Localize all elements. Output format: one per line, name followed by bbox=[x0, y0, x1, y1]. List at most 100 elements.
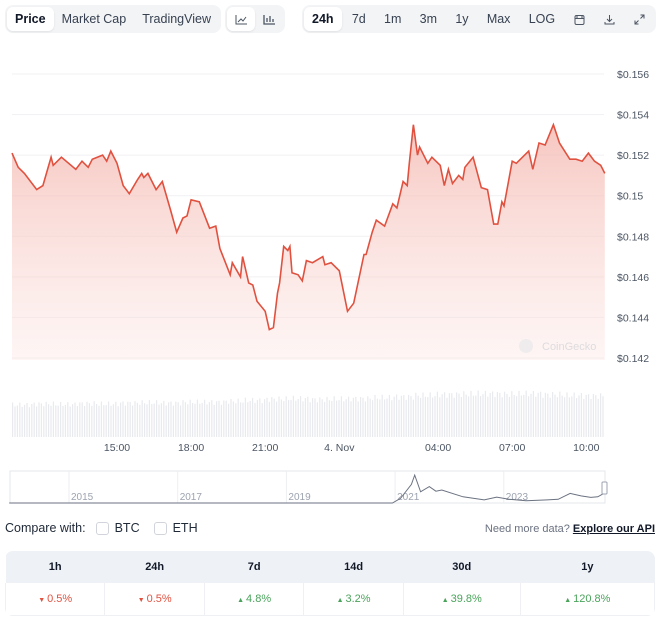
range-1m[interactable]: 1m bbox=[384, 12, 402, 26]
calendar-icon[interactable] bbox=[565, 7, 593, 31]
volume-bar bbox=[220, 404, 222, 437]
volume-bar bbox=[199, 403, 201, 437]
volume-bar bbox=[129, 402, 131, 437]
volume-bar bbox=[33, 402, 35, 437]
volume-bar bbox=[446, 397, 448, 437]
candlestick-chart-icon[interactable] bbox=[255, 7, 283, 31]
volume-bar bbox=[475, 395, 477, 437]
range-1y[interactable]: 1y bbox=[455, 12, 469, 26]
volume-bar bbox=[194, 403, 196, 437]
volume-bar bbox=[576, 398, 578, 437]
range-7d[interactable]: 7d bbox=[351, 12, 366, 26]
price-chart[interactable]: $0.142 $0.144 $0.146 $0.148 $0.15 $0.152 $0.15… bbox=[0, 0, 660, 510]
volume-bar bbox=[381, 394, 383, 437]
volume-bar bbox=[105, 405, 107, 437]
volume-bar bbox=[242, 402, 244, 437]
change-cell: ▼ 0.5% bbox=[104, 583, 205, 616]
volume-bar bbox=[153, 403, 155, 437]
compare-row: Compare with: BTC ETH bbox=[5, 521, 198, 535]
volume-bar bbox=[170, 401, 172, 437]
log-toggle[interactable]: LOG bbox=[528, 12, 556, 26]
volume-bar bbox=[580, 393, 582, 437]
volume-bar bbox=[136, 402, 138, 437]
volume-bar bbox=[297, 398, 299, 437]
volume-bar bbox=[196, 399, 198, 437]
volume-bar bbox=[468, 396, 470, 437]
volume-bar bbox=[189, 399, 191, 437]
coingecko-watermark: CoinGecko bbox=[519, 339, 596, 353]
volume-bar bbox=[352, 397, 354, 437]
price-area bbox=[12, 124, 605, 360]
volume-bar bbox=[211, 400, 213, 437]
navigator-year-label: 2017 bbox=[180, 492, 203, 503]
volume-bar bbox=[369, 398, 371, 437]
volume-bar bbox=[384, 399, 386, 437]
range-24h[interactable]: 24h bbox=[304, 7, 342, 31]
volume-bar bbox=[432, 397, 434, 437]
volume-bar bbox=[19, 402, 21, 437]
volume-bar bbox=[247, 402, 249, 437]
volume-bar bbox=[424, 396, 426, 437]
range-max[interactable]: Max bbox=[486, 12, 511, 26]
volume-bar bbox=[72, 404, 74, 437]
volume-bar bbox=[412, 399, 414, 437]
volume-bar bbox=[283, 401, 285, 437]
performance-header-row: 1h 24h 7d 14d 30d 1y bbox=[5, 551, 655, 583]
range-navigator[interactable]: 2015 2017 2019 2021 2023 bbox=[9, 470, 608, 504]
eth-label[interactable]: ETH bbox=[172, 521, 198, 535]
volume-bar bbox=[28, 407, 30, 437]
tab-tradingview[interactable]: TradingView bbox=[142, 12, 211, 26]
download-icon[interactable] bbox=[596, 7, 624, 31]
volume-bar bbox=[208, 402, 210, 437]
volume-bar bbox=[403, 395, 405, 437]
expand-icon[interactable] bbox=[626, 7, 654, 31]
volume-bar bbox=[57, 405, 59, 437]
navigator-line bbox=[9, 473, 605, 504]
explore-api-link[interactable]: Explore our API bbox=[572, 523, 655, 535]
performance-table: 1h 24h 7d 14d 30d 1y ▼ 0.5% ▼ 0.5% ▲ 4.8% ▲ 3.2%… bbox=[5, 551, 655, 616]
volume-bar bbox=[484, 390, 486, 437]
volume-bar bbox=[559, 391, 561, 437]
volume-bar bbox=[225, 400, 227, 437]
volume-bar bbox=[88, 403, 90, 437]
volume-bar bbox=[573, 392, 575, 437]
volume-bar bbox=[590, 399, 592, 437]
btc-label[interactable]: BTC bbox=[114, 521, 140, 535]
btc-checkbox[interactable] bbox=[95, 521, 109, 535]
range-3m[interactable]: 3m bbox=[419, 12, 438, 26]
volume-bar bbox=[520, 395, 522, 437]
volume-bar bbox=[530, 393, 532, 437]
volume-bar bbox=[165, 405, 167, 437]
volume-bar bbox=[436, 391, 438, 437]
volume-bar bbox=[50, 405, 52, 437]
volume-bar bbox=[254, 402, 256, 437]
line-chart-icon[interactable] bbox=[227, 7, 255, 31]
volume-bar bbox=[434, 396, 436, 437]
api-promo: Need more data? Explore our API bbox=[485, 523, 655, 535]
performance-value-row: ▼ 0.5% ▼ 0.5% ▲ 4.8% ▲ 3.2% ▲ 39.8% ▲ 120.8% bbox=[5, 583, 655, 616]
eth-checkbox[interactable] bbox=[153, 521, 167, 535]
volume-bar bbox=[376, 398, 378, 437]
period-header: 7d bbox=[204, 551, 304, 583]
volume-bar bbox=[84, 406, 86, 437]
change-value: 39.8% bbox=[450, 592, 482, 605]
volume-bar bbox=[480, 396, 482, 437]
tab-price[interactable]: Price bbox=[7, 7, 54, 31]
volume-bar bbox=[256, 400, 258, 437]
y-tick-label: $0.144 bbox=[617, 312, 649, 324]
volume-bar bbox=[112, 404, 114, 437]
volume-bar bbox=[280, 399, 282, 437]
volume-bar bbox=[62, 406, 64, 437]
view-tabs: Price Market Cap TradingView bbox=[5, 5, 221, 33]
tab-market-cap[interactable]: Market Cap bbox=[61, 12, 127, 26]
navigator-year-label: 2015 bbox=[71, 492, 94, 503]
volume-bar bbox=[487, 396, 489, 437]
volume-bar bbox=[312, 398, 314, 437]
volume-bar bbox=[285, 396, 287, 437]
volume-bar bbox=[115, 401, 117, 437]
volume-bar bbox=[252, 397, 254, 437]
navigator-handle[interactable] bbox=[601, 481, 608, 495]
volume-bar bbox=[55, 405, 57, 437]
x-tick-label: 21:00 bbox=[252, 442, 278, 454]
volume-bar bbox=[139, 404, 141, 437]
